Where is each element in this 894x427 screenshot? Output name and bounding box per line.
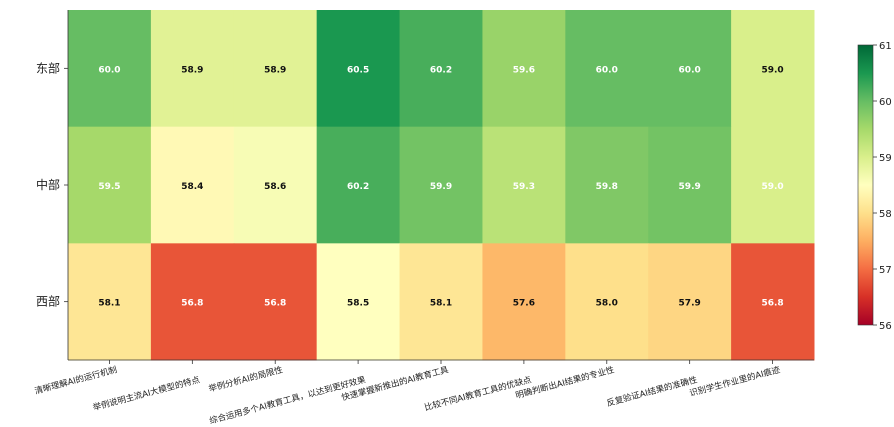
cell-value-label: 60.0 xyxy=(596,65,618,75)
heatmap-cell xyxy=(233,126,318,244)
cell-value-labels: 60.0 58.9 58.9 60.5 60.2 59.6 60.0 60.0 59.0 59.5… xyxy=(98,65,783,308)
cell-value-label: 58.0 xyxy=(596,299,618,309)
cell-value-label: 58.4 xyxy=(181,182,203,192)
colorbar: 56 57 58 59 60 61 xyxy=(857,41,892,332)
cell-value-label: 59.8 xyxy=(596,182,618,192)
heatmap-cell xyxy=(150,126,235,244)
cell-value-label: 57.6 xyxy=(513,299,535,309)
heatmap-cell xyxy=(565,243,649,361)
y-tick-label: 东部 xyxy=(36,60,60,75)
heatmap-cell xyxy=(150,243,235,361)
heatmap-cell xyxy=(648,10,732,128)
cell-value-label: 59.5 xyxy=(98,182,120,192)
heatmap-cell xyxy=(565,126,649,244)
heatmap-cell xyxy=(316,10,401,128)
cell-value-label: 56.8 xyxy=(264,299,286,309)
cell-value-label: 60.2 xyxy=(430,65,452,75)
heatmap-cell xyxy=(399,10,483,128)
cell-value-label: 59.3 xyxy=(513,182,535,192)
cell-value-label: 60.0 xyxy=(98,65,120,75)
heatmap-cell xyxy=(233,243,318,361)
cell-value-label: 58.9 xyxy=(181,65,203,75)
heatmap-cell xyxy=(68,243,152,361)
colorbar-tick-label: 56 xyxy=(879,321,892,332)
heatmap-cell xyxy=(731,126,815,244)
cell-value-label: 58.5 xyxy=(347,299,369,309)
cell-value-label: 59.0 xyxy=(761,65,783,75)
heatmap-cell xyxy=(731,10,815,128)
cell-value-label: 60.0 xyxy=(679,65,701,75)
x-tick-label: 清晰理解AI的运行机制 xyxy=(33,364,118,397)
cell-value-label: 59.0 xyxy=(761,182,783,192)
cell-value-label: 58.1 xyxy=(430,299,452,309)
heatmap-cell xyxy=(316,243,401,361)
heatmap-cell xyxy=(482,243,566,361)
colorbar-tick-label: 59 xyxy=(879,153,892,164)
cell-value-label: 59.9 xyxy=(430,182,452,192)
colorbar-tick-label: 61 xyxy=(879,41,892,52)
cell-value-label: 56.8 xyxy=(181,299,203,309)
cell-value-label: 60.2 xyxy=(347,182,369,192)
x-tick-label: 举例分析AI的局限性 xyxy=(207,364,284,395)
heatmap-cells xyxy=(68,10,815,361)
heatmap-cell xyxy=(482,10,566,128)
colorbar-tick-label: 58 xyxy=(879,209,892,220)
heatmap-cell xyxy=(648,126,732,244)
cell-value-label: 58.6 xyxy=(264,182,286,192)
x-tick-label: 识别学生作业里的AI痕迹 xyxy=(688,364,781,399)
y-tick-label: 西部 xyxy=(36,294,60,309)
heatmap-cell xyxy=(399,243,483,361)
colorbar-tick-label: 60 xyxy=(879,97,892,108)
y-tick-label: 中部 xyxy=(36,177,60,192)
heatmap-cell xyxy=(565,10,649,128)
x-tick-label: 反复验证AI结果的准确性 xyxy=(605,374,698,409)
heatmap-cell xyxy=(316,126,401,244)
cell-value-label: 59.9 xyxy=(679,182,701,192)
colorbar-gradient xyxy=(857,44,874,326)
cell-value-label: 58.9 xyxy=(264,65,286,75)
cell-value-label: 59.6 xyxy=(513,65,535,75)
cell-value-label: 58.1 xyxy=(98,299,120,309)
heatmap-cell xyxy=(482,126,566,244)
heatmap-cell xyxy=(150,10,235,128)
heatmap-cell xyxy=(731,243,815,361)
cell-value-label: 57.9 xyxy=(679,299,701,309)
colorbar-tick-label: 57 xyxy=(879,265,892,276)
cell-value-label: 60.5 xyxy=(347,65,369,75)
heatmap-cell xyxy=(68,126,152,244)
x-tick-label: 举例说明主流AI大模型的特点 xyxy=(92,374,202,413)
heatmap-cell xyxy=(68,10,152,128)
heatmap-cell xyxy=(399,126,483,244)
cell-value-label: 56.8 xyxy=(761,299,783,309)
heatmap-cell xyxy=(233,10,318,128)
heatmap-cell xyxy=(648,243,732,361)
